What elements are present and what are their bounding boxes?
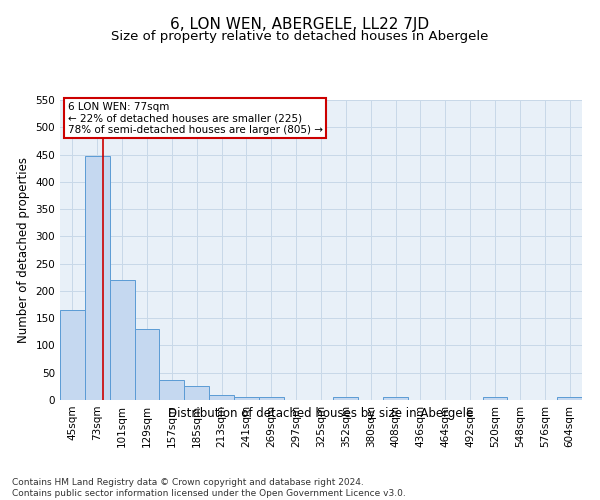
Bar [234, 398, 259, 400]
Text: 6, LON WEN, ABERGELE, LL22 7JD: 6, LON WEN, ABERGELE, LL22 7JD [170, 18, 430, 32]
Bar [482, 398, 508, 400]
Bar [60, 310, 85, 400]
Text: 6 LON WEN: 77sqm
← 22% of detached houses are smaller (225)
78% of semi-detached: 6 LON WEN: 77sqm ← 22% of detached house… [68, 102, 323, 134]
Bar [85, 156, 110, 400]
Y-axis label: Number of detached properties: Number of detached properties [17, 157, 30, 343]
Bar [209, 394, 234, 400]
Text: Size of property relative to detached houses in Abergele: Size of property relative to detached ho… [112, 30, 488, 43]
Bar [160, 380, 184, 400]
Bar [184, 386, 209, 400]
Text: Contains HM Land Registry data © Crown copyright and database right 2024.
Contai: Contains HM Land Registry data © Crown c… [12, 478, 406, 498]
Bar [334, 398, 358, 400]
Bar [110, 280, 134, 400]
Bar [383, 398, 408, 400]
Bar [259, 398, 284, 400]
Text: Distribution of detached houses by size in Abergele: Distribution of detached houses by size … [169, 408, 473, 420]
Bar [134, 329, 160, 400]
Bar [557, 398, 582, 400]
